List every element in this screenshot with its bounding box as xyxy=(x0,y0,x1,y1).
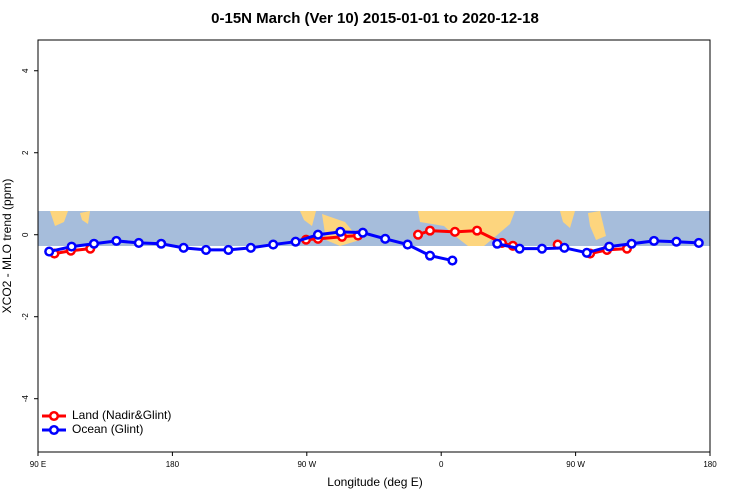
point xyxy=(245,242,256,253)
point xyxy=(449,226,460,237)
point xyxy=(424,250,436,261)
y-tick-label: 0 xyxy=(21,232,30,237)
y-tick-label: -2 xyxy=(21,313,30,321)
legend-label: Ocean (Glint) xyxy=(72,422,143,436)
point xyxy=(581,247,592,258)
chart-title: 0-15N March (Ver 10) 2015-01-01 to 2020-… xyxy=(211,10,539,27)
y-axis-label: XCO2 - MLO trend (ppm) xyxy=(0,179,14,314)
point xyxy=(111,235,122,246)
point xyxy=(671,236,682,247)
point xyxy=(133,237,144,248)
point xyxy=(424,225,436,236)
point xyxy=(335,226,346,237)
point xyxy=(471,225,483,236)
x-tick-label: 180 xyxy=(166,460,180,469)
point xyxy=(514,243,525,254)
x-tick-label: 90 E xyxy=(30,460,46,469)
point xyxy=(268,239,279,250)
point xyxy=(223,244,234,255)
point xyxy=(44,246,55,257)
legend-swatch xyxy=(48,424,60,436)
legend-swatch xyxy=(48,410,60,422)
x-tick-label: 180 xyxy=(703,460,717,469)
point xyxy=(357,227,368,238)
plot-frame xyxy=(37,39,711,453)
y-tick-label: 2 xyxy=(21,150,30,155)
point xyxy=(66,241,77,252)
point xyxy=(413,229,424,240)
point xyxy=(492,238,503,249)
point xyxy=(693,237,704,248)
point xyxy=(290,236,301,247)
point xyxy=(402,239,413,250)
point xyxy=(536,243,548,254)
point xyxy=(88,238,100,249)
y-tick-label: -4 xyxy=(21,395,30,403)
x-tick-label: 90 W xyxy=(297,460,316,469)
legend-label: Land (Nadir&Glint) xyxy=(72,408,171,422)
map-background xyxy=(38,211,710,250)
point xyxy=(447,255,458,266)
point xyxy=(312,229,324,240)
point xyxy=(178,242,189,253)
y-tick-label: 4 xyxy=(21,68,30,73)
point xyxy=(156,238,167,249)
point xyxy=(380,233,391,244)
x-tick-label: 0 xyxy=(439,460,444,469)
point xyxy=(626,238,637,249)
x-tick-label: 90 W xyxy=(566,460,585,469)
x-axis-label: Longitude (deg E) xyxy=(327,475,422,489)
point xyxy=(200,244,212,255)
point xyxy=(604,241,615,252)
point xyxy=(648,235,660,246)
point xyxy=(559,242,570,253)
